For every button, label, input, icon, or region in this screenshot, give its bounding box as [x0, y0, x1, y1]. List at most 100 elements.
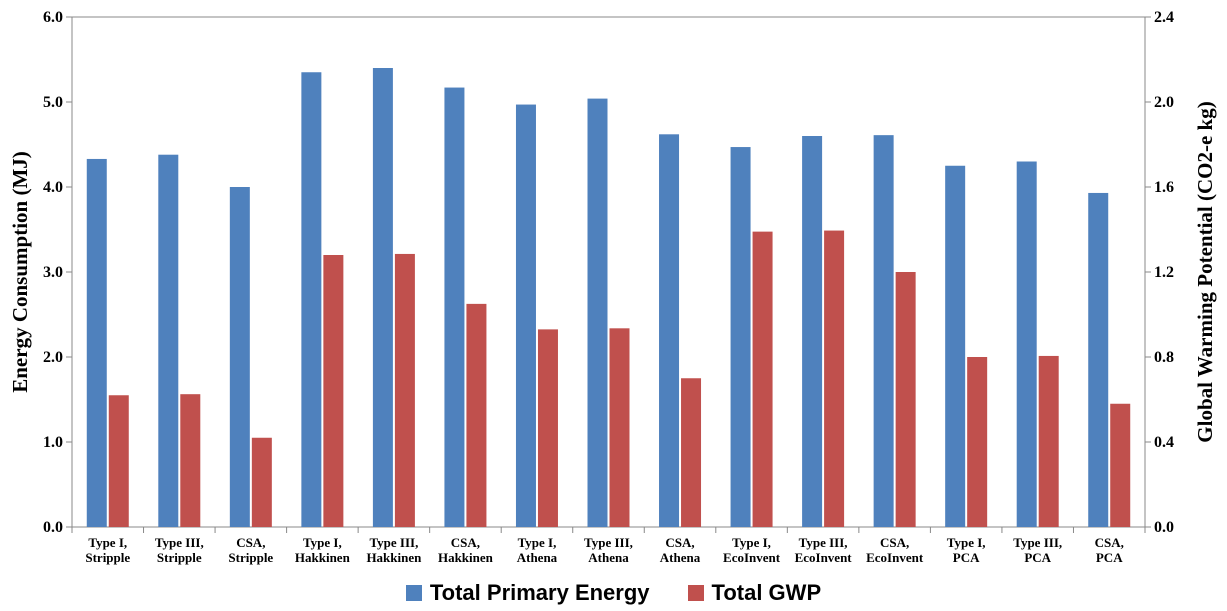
- left-axis-tick-label: 6.0: [43, 9, 63, 26]
- x-axis-category-label-line: Athena: [517, 550, 558, 565]
- left-axis-title: Energy Consumption (MJ): [8, 151, 32, 393]
- legend-label-gwp: Total GWP: [711, 580, 822, 605]
- x-axis-category-label: CSA, EcoInvent: [866, 535, 924, 565]
- energy-bar: [587, 98, 608, 527]
- x-axis-category-label: CSA, Hakkinen: [438, 535, 494, 565]
- energy-bar: [1016, 161, 1037, 527]
- x-axis-category-label: Type I, Athena: [517, 535, 558, 565]
- x-axis-category-label-line: EcoInvent: [723, 550, 781, 565]
- x-axis-category-label-line: Type III,: [369, 535, 418, 550]
- energy-bar: [301, 72, 322, 527]
- x-axis-category-label: Type I, EcoInvent: [723, 535, 781, 565]
- right-axis-tick-label: 0.8: [1154, 349, 1174, 366]
- energy-bar: [229, 187, 250, 527]
- gwp-bar: [108, 395, 129, 527]
- energy-bar: [730, 147, 751, 528]
- legend-label-energy: Total Primary Energy: [429, 580, 650, 605]
- left-axis-tick-label: 0.0: [43, 519, 63, 536]
- energy-bar: [659, 134, 680, 528]
- right-axis: 0.0 0.4 0.8 1.2 1.6 2.0 2.4: [1145, 9, 1174, 536]
- gwp-bar: [967, 357, 988, 527]
- energy-bar: [372, 68, 393, 527]
- energy-bar: [444, 87, 465, 528]
- left-axis-tick-label: 3.0: [43, 264, 63, 281]
- right-axis-tick-label: 1.2: [1154, 264, 1174, 281]
- x-axis-category-label-line: PCA: [1024, 550, 1051, 565]
- x-axis-category-label-line: Type III,: [584, 535, 633, 550]
- right-axis-tick-label: 2.4: [1154, 9, 1174, 26]
- energy-bar: [945, 165, 966, 527]
- x-axis-category-label-line: CSA,: [1095, 535, 1124, 550]
- x-axis-category-label: CSA, Athena: [660, 535, 701, 565]
- gwp-bar: [323, 255, 344, 527]
- right-axis-tick-label: 0.4: [1154, 434, 1174, 451]
- gwp-bar: [752, 231, 773, 527]
- x-axis-category-label-line: Stripple: [85, 550, 130, 565]
- gwp-bar: [681, 378, 702, 527]
- x-axis-category-label-line: PCA: [1096, 550, 1123, 565]
- x-axis-category-label-line: EcoInvent: [866, 550, 924, 565]
- x-axis-category-label-line: CSA,: [665, 535, 694, 550]
- x-axis-category-label-line: Type I,: [518, 535, 557, 550]
- right-axis-tick-label: 1.6: [1154, 179, 1174, 196]
- energy-bar: [802, 136, 823, 527]
- legend-swatch-gwp: [687, 585, 704, 601]
- x-axis-category-label-line: Type I,: [732, 535, 771, 550]
- left-axis-tick-label: 4.0: [43, 179, 63, 196]
- right-axis-title: Global Warming Potential (CO2-e kg): [1193, 101, 1217, 442]
- x-axis-category-label: Type III, Stripple: [155, 535, 204, 565]
- x-axis-category-label-line: Type III,: [1013, 535, 1062, 550]
- x-axis-category-label-line: CSA,: [451, 535, 480, 550]
- left-axis: 0.0 1.0 2.0 3.0 4.0 5.0 6.0: [43, 9, 72, 536]
- left-axis-tick-label: 5.0: [43, 94, 63, 111]
- x-axis-category-label-line: Type III,: [799, 535, 848, 550]
- x-axis-category-label-line: CSA,: [236, 535, 265, 550]
- right-axis-tick-label: 2.0: [1154, 94, 1174, 111]
- x-axis-category-label: Type I, Hakkinen: [295, 535, 351, 565]
- legend-swatch-energy: [405, 585, 422, 601]
- legend-item-gwp: Total GWP: [687, 580, 822, 606]
- x-axis-category-label-line: Stripple: [228, 550, 273, 565]
- x-axis-category-label-line: Hakkinen: [295, 550, 351, 565]
- left-axis-tick-label: 2.0: [43, 349, 63, 366]
- legend-item-energy: Total Primary Energy: [405, 580, 650, 606]
- gwp-bar: [895, 272, 916, 527]
- x-axis-category-label: CSA, Stripple: [228, 535, 273, 565]
- x-axis-category-label-line: Hakkinen: [438, 550, 494, 565]
- gwp-bar: [466, 303, 487, 527]
- gwp-bar: [180, 394, 201, 527]
- x-axis-category-label: Type I, Stripple: [85, 535, 130, 565]
- energy-bar: [873, 135, 894, 527]
- chart: 0.0 1.0 2.0 3.0 4.0 5.0 6.0 0.0 0.4 0.8 1.2 1.6 2.0…: [8, 9, 1217, 565]
- x-axis-category-label-line: Type III,: [155, 535, 204, 550]
- energy-bar: [86, 158, 107, 527]
- x-axis-category-label-line: Athena: [660, 550, 701, 565]
- x-axis-category-label-line: Type I,: [88, 535, 127, 550]
- x-axis-category-label: Type I, PCA: [947, 535, 986, 565]
- left-axis-tick-label: 1.0: [43, 434, 63, 451]
- x-axis-category-label-line: Stripple: [157, 550, 202, 565]
- gwp-bar: [1038, 355, 1059, 527]
- x-axis-category-label-line: Hakkinen: [366, 550, 422, 565]
- x-axis-category-label-line: Athena: [588, 550, 629, 565]
- gwp-bar: [609, 328, 630, 527]
- x-axis-category-label: Type III, EcoInvent: [795, 535, 853, 565]
- energy-bar: [1088, 192, 1109, 527]
- x-axis-category-label: Type III, Hakkinen: [366, 535, 422, 565]
- x-axis-category-label-line: CSA,: [880, 535, 909, 550]
- x-axis-category-label-line: PCA: [953, 550, 980, 565]
- gwp-bar: [1110, 403, 1131, 527]
- bars: [86, 68, 1131, 528]
- energy-bar: [158, 154, 179, 527]
- gwp-bar: [394, 253, 415, 527]
- x-axis-category-label: Type III, PCA: [1013, 535, 1062, 565]
- right-axis-tick-label: 0.0: [1154, 519, 1174, 536]
- legend: Total Primary Energy Total GWP: [0, 577, 1227, 609]
- x-axis-category-label-line: Type I,: [303, 535, 342, 550]
- x-axis-category-label: CSA, PCA: [1095, 535, 1124, 565]
- gwp-bar: [824, 230, 845, 527]
- x-axis-category-label: Type III, Athena: [584, 535, 633, 565]
- gwp-bar: [251, 437, 272, 527]
- energy-bar: [515, 104, 536, 528]
